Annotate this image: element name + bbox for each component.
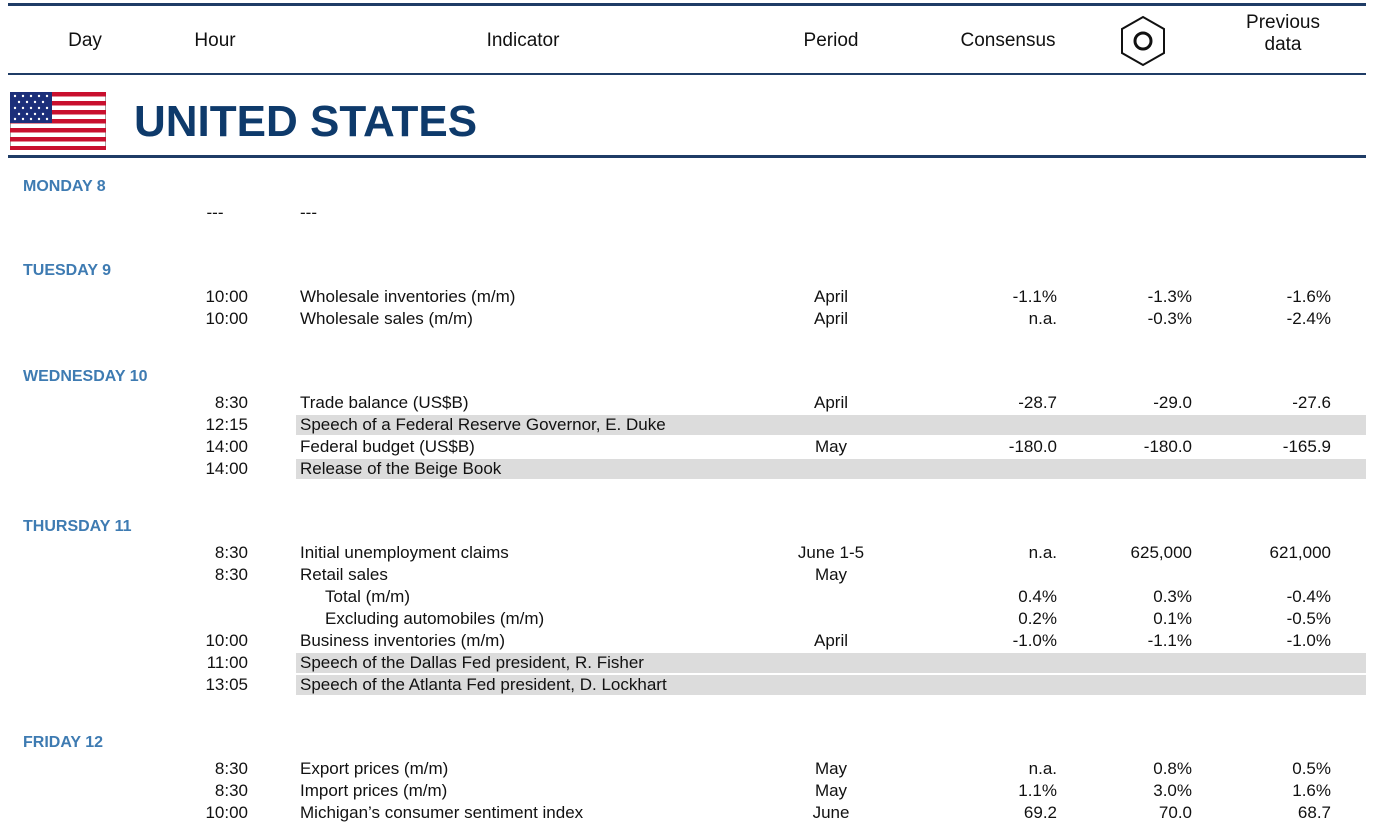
hour: 14:00 xyxy=(205,437,248,456)
hour: 10:00 xyxy=(205,631,248,650)
header-rule xyxy=(8,73,1366,75)
previous: -1.6% xyxy=(1286,287,1331,306)
previous: -0.5% xyxy=(1286,609,1331,628)
consensus: n.a. xyxy=(1028,543,1057,562)
day-label: MONDAY 8 xyxy=(23,178,106,195)
indicator: Release of the Beige Book xyxy=(300,459,502,478)
indicator: Business inventories (m/m) xyxy=(300,631,506,650)
previous: -2.4% xyxy=(1286,309,1331,328)
forecast: -180.0 xyxy=(1143,437,1192,456)
indicator: Retail sales xyxy=(300,565,388,584)
day-label: FRIDAY 12 xyxy=(23,734,104,751)
period: April xyxy=(813,631,849,650)
indicator: Speech of the Atlanta Fed president, D. … xyxy=(300,675,667,694)
hour: 10:00 xyxy=(205,287,248,306)
previous: -165.9 xyxy=(1282,437,1331,456)
period: May xyxy=(814,437,848,456)
indicator: Michigan’s consumer sentiment index xyxy=(300,803,584,822)
indicator: Total (m/m) xyxy=(325,587,410,606)
hour: 12:15 xyxy=(205,415,248,434)
forecast: -29.0 xyxy=(1153,393,1192,412)
forecast: 70.0 xyxy=(1158,803,1192,822)
hour: 10:00 xyxy=(205,309,248,328)
highlight-band xyxy=(296,415,1366,435)
consensus: -1.0% xyxy=(1012,631,1057,650)
consensus: n.a. xyxy=(1028,309,1057,328)
previous: 1.6% xyxy=(1292,781,1331,800)
previous: 0.5% xyxy=(1292,759,1331,778)
indicator: Excluding automobiles (m/m) xyxy=(325,609,545,628)
period: May xyxy=(814,781,848,800)
hour: 8:30 xyxy=(214,759,248,778)
header-hour: Hour xyxy=(194,30,236,51)
us-flag xyxy=(10,92,106,150)
hour: 11:00 xyxy=(206,653,248,672)
hour: 13:05 xyxy=(205,675,248,694)
indicator: Speech of the Dallas Fed president, R. F… xyxy=(300,653,644,672)
header-day: Day xyxy=(68,30,102,51)
consensus: 0.2% xyxy=(1018,609,1057,628)
indicator: --- xyxy=(300,203,317,222)
forecast: -0.3% xyxy=(1147,309,1192,328)
top-rule xyxy=(8,3,1366,6)
indicator: Import prices (m/m) xyxy=(300,781,448,800)
header-consensus: Consensus xyxy=(960,30,1056,51)
period: June 1-5 xyxy=(797,543,865,562)
hour: 8:30 xyxy=(214,393,248,412)
forecast: 0.1% xyxy=(1153,609,1192,628)
forecast: -1.3% xyxy=(1147,287,1192,306)
forecast: 0.8% xyxy=(1153,759,1192,778)
period: April xyxy=(813,393,849,412)
indicator: Wholesale inventories (m/m) xyxy=(300,287,516,306)
hour: 10:00 xyxy=(205,803,248,822)
consensus: -1.1% xyxy=(1012,287,1057,306)
header-period: Period xyxy=(803,30,859,51)
hour: 8:30 xyxy=(214,781,248,800)
forecast: 625,000 xyxy=(1130,543,1192,562)
indicator: Federal budget (US$B) xyxy=(300,437,475,456)
hour: 14:00 xyxy=(205,459,248,478)
previous: 68.7 xyxy=(1297,803,1331,822)
day-label: WEDNESDAY 10 xyxy=(23,368,148,385)
indicator: Speech of a Federal Reserve Governor, E.… xyxy=(300,415,666,434)
indicator: Trade balance (US$B) xyxy=(300,393,469,412)
period: June xyxy=(812,803,850,822)
consensus: 69.2 xyxy=(1023,803,1057,822)
consensus: n.a. xyxy=(1028,759,1057,778)
country-title: UNITED STATES xyxy=(134,97,478,146)
header-indicator: Indicator xyxy=(486,30,560,51)
forecast: -1.1% xyxy=(1147,631,1192,650)
consensus: -28.7 xyxy=(1018,393,1057,412)
period: April xyxy=(813,287,849,306)
indicator: Export prices (m/m) xyxy=(300,759,449,778)
indicator: Wholesale sales (m/m) xyxy=(300,309,473,328)
forecast: 0.3% xyxy=(1153,587,1192,606)
indicator: Initial unemployment claims xyxy=(300,543,509,562)
previous: -0.4% xyxy=(1286,587,1331,606)
header-previous: Previous data xyxy=(1246,12,1320,55)
previous: -1.0% xyxy=(1286,631,1331,650)
day-label: THURSDAY 11 xyxy=(23,518,132,535)
forecast: 3.0% xyxy=(1153,781,1192,800)
period: April xyxy=(813,309,849,328)
country-rule xyxy=(8,155,1366,158)
consensus: 1.1% xyxy=(1018,781,1057,800)
hour: 8:30 xyxy=(214,543,248,562)
hour: 8:30 xyxy=(214,565,248,584)
day-label: TUESDAY 9 xyxy=(23,262,112,279)
previous: -27.6 xyxy=(1292,393,1331,412)
hour: --- xyxy=(206,203,224,222)
consensus: 0.4% xyxy=(1018,587,1057,606)
period: May xyxy=(814,759,848,778)
consensus: -180.0 xyxy=(1008,437,1057,456)
highlight-band xyxy=(296,653,1366,673)
period: May xyxy=(814,565,848,584)
bank-logo xyxy=(1121,15,1165,67)
highlight-band xyxy=(296,459,1366,479)
previous: 621,000 xyxy=(1269,543,1331,562)
highlight-band xyxy=(296,675,1366,695)
